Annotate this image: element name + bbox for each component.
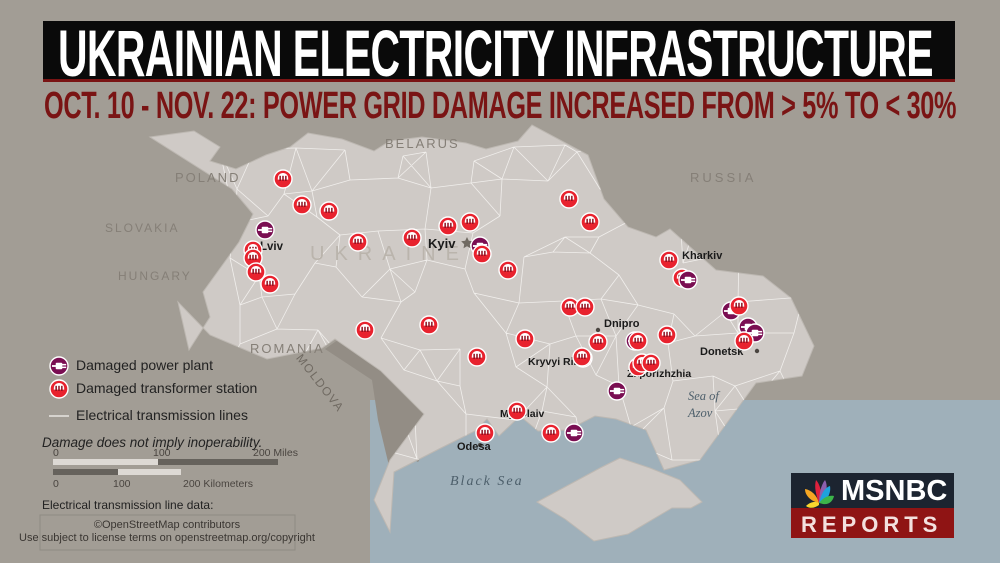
svg-text:Kryvyi Rih: Kryvyi Rih: [528, 356, 580, 368]
svg-text:200 Miles: 200 Miles: [253, 447, 298, 459]
svg-text:Electrical transmission line d: Electrical transmission line data:: [42, 498, 213, 512]
svg-text:MSNBC: MSNBC: [841, 475, 947, 507]
svg-text:Use subject to license terms o: Use subject to license terms on openstre…: [19, 532, 315, 544]
svg-text:Azov: Azov: [687, 406, 713, 420]
svg-text:Electrical transmission lines: Electrical transmission lines: [76, 407, 248, 423]
svg-text:100: 100: [113, 478, 131, 490]
svg-text:Black Sea: Black Sea: [450, 474, 524, 489]
svg-text:0: 0: [53, 447, 59, 459]
svg-text:Dnipro: Dnipro: [604, 318, 640, 330]
svg-text:BELARUS: BELARUS: [385, 136, 460, 151]
svg-text:Sea of: Sea of: [688, 389, 720, 403]
svg-text:200 Kilometers: 200 Kilometers: [183, 478, 253, 490]
svg-text:0: 0: [53, 478, 59, 490]
svg-text:Odesa: Odesa: [457, 441, 492, 453]
svg-text:REPORTS: REPORTS: [801, 512, 942, 537]
svg-text:HUNGARY: HUNGARY: [118, 269, 192, 283]
svg-text:©OpenStreetMap contributors: ©OpenStreetMap contributors: [94, 519, 241, 531]
svg-text:100: 100: [153, 447, 171, 459]
svg-text:MOLDOVA: MOLDOVA: [293, 351, 347, 414]
svg-text:Lviv: Lviv: [260, 241, 284, 253]
svg-text:ROMANIA: ROMANIA: [250, 341, 325, 356]
svg-text:Damaged power plant: Damaged power plant: [76, 357, 213, 373]
svg-text:Kyiv: Kyiv: [428, 236, 456, 251]
svg-text:Damaged transformer station: Damaged transformer station: [76, 380, 257, 396]
svg-text:POLAND: POLAND: [175, 170, 240, 185]
svg-text:SLOVAKIA: SLOVAKIA: [105, 221, 179, 235]
svg-text:RUSSIA: RUSSIA: [690, 170, 756, 185]
svg-text:Kharkiv: Kharkiv: [682, 250, 723, 262]
